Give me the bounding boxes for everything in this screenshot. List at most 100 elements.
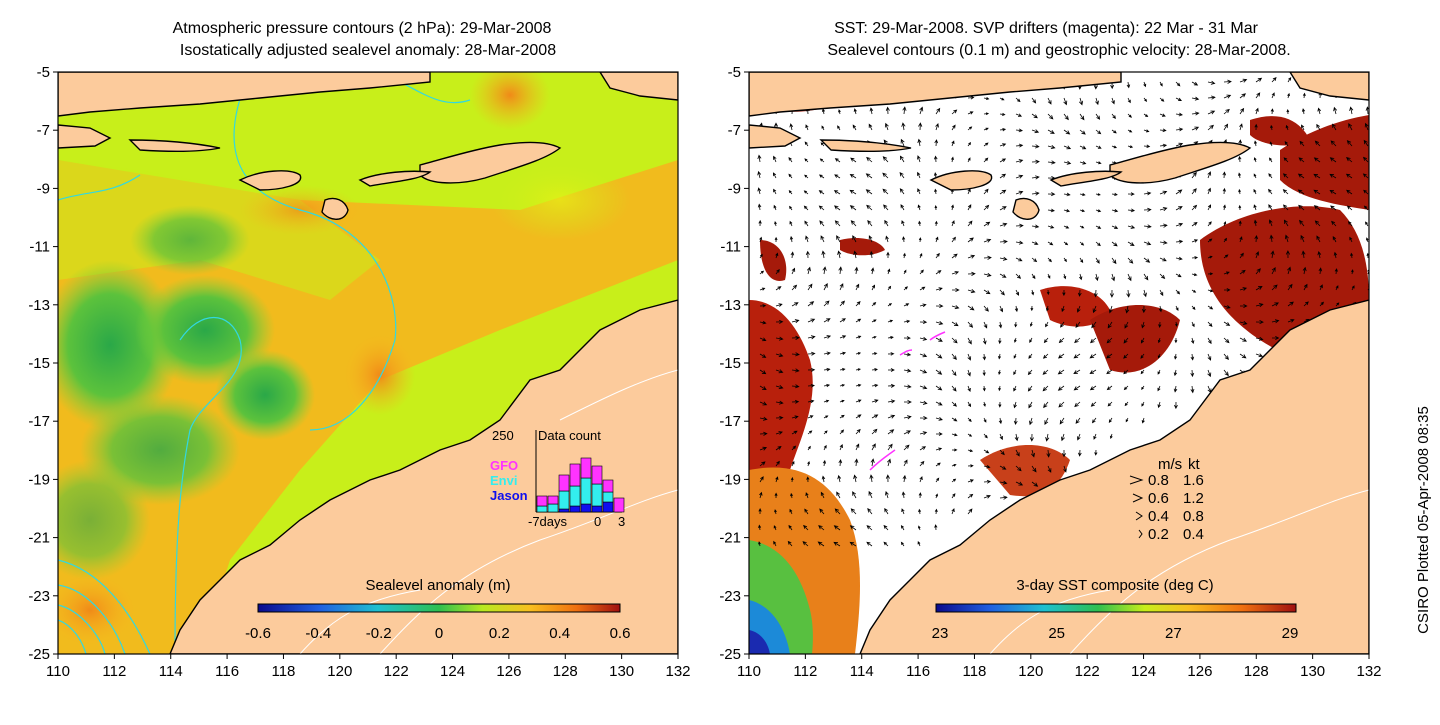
right-x-tick-label: 112 <box>793 663 817 680</box>
velocity-arrow <box>1013 417 1018 425</box>
velocity-arrow <box>919 460 925 467</box>
velocity-arrow <box>1047 192 1056 197</box>
right-x-tick-label: 124 <box>1131 663 1156 680</box>
velocity-arrow <box>1127 113 1132 118</box>
velocity-arrow <box>1107 401 1113 407</box>
velocity-arrow <box>1063 208 1071 213</box>
velocity-arrow <box>903 444 910 451</box>
velocity-arrow <box>1287 77 1292 83</box>
left-y-tick-label: -17 <box>28 413 50 430</box>
velocity-arrow <box>1106 337 1113 344</box>
velocity-arrow <box>967 433 973 437</box>
velocity-arrow <box>1111 129 1117 134</box>
inset-bar <box>580 503 592 513</box>
right-y-tick-label: -9 <box>728 180 741 197</box>
velocity-arrow <box>1314 140 1321 147</box>
velocity-arrow <box>1362 173 1369 179</box>
timor-island <box>419 141 562 184</box>
velocity-arrow <box>919 369 928 374</box>
velocity-arrow <box>951 337 958 344</box>
velocity-arrow <box>999 480 1008 485</box>
velocity-arrow <box>1063 241 1069 246</box>
velocity-arrow <box>1239 236 1243 243</box>
velocity-arrow <box>904 399 912 405</box>
velocity-arrow <box>775 369 784 374</box>
velocity-arrow <box>871 368 878 372</box>
velocity-arrow <box>1175 273 1182 278</box>
velocity-arrow <box>834 174 841 179</box>
velocity-arrow <box>1191 273 1198 277</box>
velocity-arrow <box>1127 192 1135 196</box>
velocity-arrow <box>1031 289 1035 296</box>
velocity-arrow <box>822 266 827 275</box>
velocity-arrow <box>870 267 875 275</box>
velocity-arrow <box>903 269 907 275</box>
velocity-arrow <box>1363 139 1369 147</box>
velocity-arrow <box>1063 257 1067 263</box>
velocity-arrow <box>887 285 892 291</box>
velocity-arrow <box>887 319 894 323</box>
speed-legend-header-kt: kt <box>1188 456 1201 473</box>
velocity-arrow <box>804 174 809 179</box>
velocity-arrow <box>935 337 943 342</box>
velocity-arrow <box>839 283 844 291</box>
speed-legend-kt: 1.2 <box>1183 490 1204 507</box>
velocity-arrow <box>1238 155 1242 163</box>
right-y-tick-label: -25 <box>719 646 741 663</box>
velocity-arrow <box>902 252 906 259</box>
inset-bar <box>536 495 548 507</box>
velocity-arrow <box>1287 283 1293 291</box>
velocity-arrow <box>952 287 960 293</box>
velocity-arrow <box>1074 337 1081 344</box>
velocity-arrow <box>757 154 762 163</box>
velocity-arrow <box>1175 289 1181 295</box>
velocity-arrow <box>871 383 879 388</box>
velocity-arrow <box>1207 124 1214 131</box>
lombok-island <box>128 139 221 153</box>
left-x-tick-label: 132 <box>665 663 690 680</box>
velocity-arrow <box>934 524 938 531</box>
velocity-arrow <box>1126 289 1131 298</box>
speed-legend-arrow <box>1138 529 1143 539</box>
velocity-arrow <box>1332 236 1337 243</box>
velocity-arrow <box>849 541 857 547</box>
velocity-arrow <box>865 173 873 179</box>
velocity-arrow <box>1014 337 1017 343</box>
velocity-arrow <box>1191 221 1198 227</box>
velocity-arrow <box>1333 251 1338 259</box>
velocity-arrow <box>1111 241 1118 247</box>
velocity-arrow <box>1191 289 1197 293</box>
velocity-arrow <box>1223 369 1229 377</box>
velocity-arrow <box>1111 208 1119 213</box>
velocity-arrow <box>951 353 957 360</box>
speed-legend-ms: 0.4 <box>1148 508 1169 525</box>
velocity-arrow <box>821 250 826 259</box>
velocity-arrow <box>1207 255 1213 259</box>
velocity-arrow <box>1301 108 1306 115</box>
velocity-arrow <box>1063 160 1072 165</box>
velocity-arrow <box>1095 161 1102 165</box>
timor-island <box>1109 141 1252 184</box>
velocity-arrow <box>1015 190 1024 195</box>
java-bali-coast <box>749 72 1122 117</box>
velocity-arrow <box>823 367 831 372</box>
velocity-arrow <box>839 443 843 451</box>
velocity-arrow <box>983 479 992 484</box>
velocity-arrow <box>855 318 862 323</box>
pressure-contour <box>58 619 87 654</box>
velocity-arrow <box>1239 93 1247 99</box>
velocity-arrow <box>1031 481 1039 487</box>
velocity-arrow <box>1063 225 1070 229</box>
pressure-contour <box>58 584 126 654</box>
velocity-arrow <box>1350 269 1354 275</box>
velocity-arrow <box>1159 128 1167 133</box>
velocity-arrow <box>903 415 912 420</box>
velocity-arrow <box>919 431 928 436</box>
velocity-arrow <box>854 266 859 275</box>
velocity-arrow <box>775 268 780 275</box>
velocity-arrow <box>850 220 857 227</box>
velocity-arrow <box>1330 205 1337 211</box>
velocity-arrow <box>774 509 777 515</box>
right-x-tick-label: 120 <box>1018 663 1043 680</box>
velocity-arrow <box>1031 273 1036 280</box>
